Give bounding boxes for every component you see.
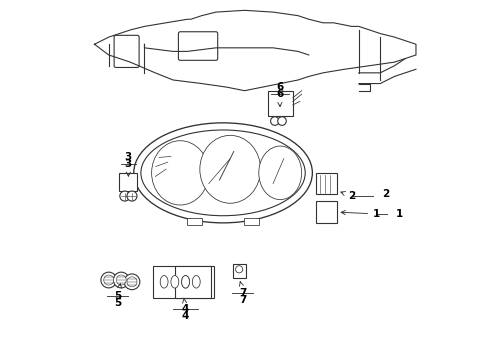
Bar [315,202,337,223]
Ellipse shape [171,275,179,288]
Ellipse shape [134,123,312,223]
Text: 7: 7 [239,282,246,297]
Bar [232,264,245,278]
FancyBboxPatch shape [114,35,139,67]
Ellipse shape [181,275,189,288]
Bar [267,91,292,116]
Circle shape [103,275,114,285]
Text: 3: 3 [124,152,132,162]
Circle shape [101,272,116,288]
Text: 4: 4 [182,311,189,321]
Bar [244,217,258,225]
Ellipse shape [192,275,200,288]
Text: 2: 2 [340,191,355,201]
Circle shape [127,277,137,287]
Circle shape [235,266,242,273]
Text: 7: 7 [239,295,246,305]
Text: 2: 2 [381,189,388,199]
Bar [175,266,210,298]
Ellipse shape [200,135,260,203]
Ellipse shape [258,146,301,200]
Circle shape [124,274,140,290]
Circle shape [277,117,285,125]
Text: 1: 1 [395,209,403,219]
Circle shape [270,117,279,125]
Circle shape [116,275,126,285]
Circle shape [127,191,137,201]
Ellipse shape [160,275,168,288]
FancyBboxPatch shape [178,32,217,60]
Bar [187,217,201,225]
Text: 6: 6 [275,89,283,107]
Ellipse shape [181,275,189,288]
Circle shape [120,191,130,201]
Text: 5: 5 [114,284,122,301]
Text: 3: 3 [124,159,132,176]
Text: 4: 4 [182,298,189,314]
Bar [153,266,214,298]
Ellipse shape [151,141,208,205]
Circle shape [113,272,129,288]
Ellipse shape [141,130,305,216]
Bar [315,173,337,194]
Text: 6: 6 [275,82,283,92]
Text: 5: 5 [114,298,121,308]
Bar [119,173,137,191]
Text: 1: 1 [341,209,380,219]
